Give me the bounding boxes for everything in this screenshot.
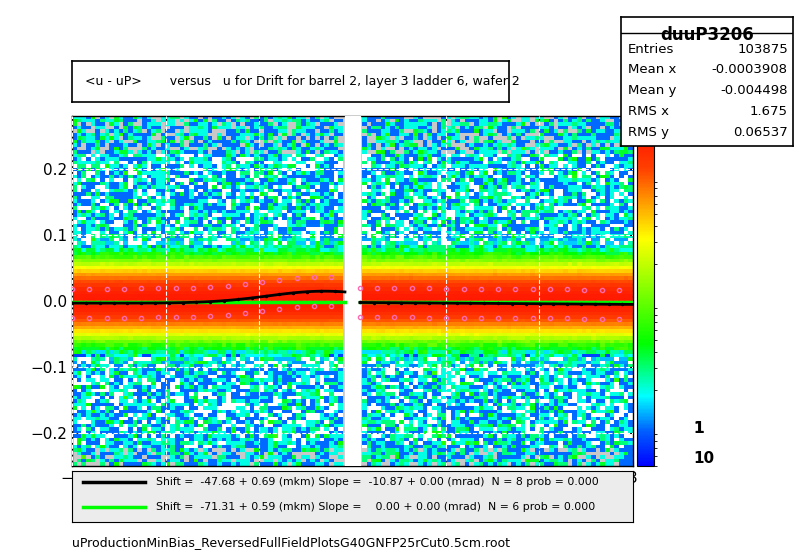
Text: -0.004498: -0.004498 bbox=[720, 84, 788, 97]
Text: 1: 1 bbox=[693, 421, 704, 436]
Text: Shift =  -47.68 + 0.69 (mkm) Slope =  -10.87 + 0.00 (mrad)  N = 8 prob = 0.000: Shift = -47.68 + 0.69 (mkm) Slope = -10.… bbox=[156, 477, 599, 487]
Text: RMS y: RMS y bbox=[628, 125, 669, 139]
Text: uProductionMinBias_ReversedFullFieldPlotsG40GNFP25rCut0.5cm.root: uProductionMinBias_ReversedFullFieldPlot… bbox=[72, 536, 510, 549]
Text: -0.0003908: -0.0003908 bbox=[712, 63, 788, 76]
Bar bbox=[345, 116, 360, 466]
Text: duuP3206: duuP3206 bbox=[660, 25, 754, 44]
Text: Mean x: Mean x bbox=[628, 63, 676, 76]
Text: <u - uP>       versus   u for Drift for barrel 2, layer 3 ladder 6, wafer 2: <u - uP> versus u for Drift for barrel 2… bbox=[85, 75, 520, 88]
Text: 10: 10 bbox=[693, 116, 714, 131]
Text: 10: 10 bbox=[693, 452, 714, 466]
Text: 1: 1 bbox=[693, 421, 704, 436]
Text: 10: 10 bbox=[693, 108, 714, 124]
Text: 103875: 103875 bbox=[737, 43, 788, 56]
Text: RMS x: RMS x bbox=[628, 105, 669, 118]
Text: 0.06537: 0.06537 bbox=[733, 125, 788, 139]
Text: 1.675: 1.675 bbox=[750, 105, 788, 118]
Text: Entries: Entries bbox=[628, 43, 674, 56]
Text: Mean y: Mean y bbox=[628, 84, 676, 97]
Text: Shift =  -71.31 + 0.59 (mkm) Slope =    0.00 + 0.00 (mrad)  N = 6 prob = 0.000: Shift = -71.31 + 0.59 (mkm) Slope = 0.00… bbox=[156, 502, 595, 512]
